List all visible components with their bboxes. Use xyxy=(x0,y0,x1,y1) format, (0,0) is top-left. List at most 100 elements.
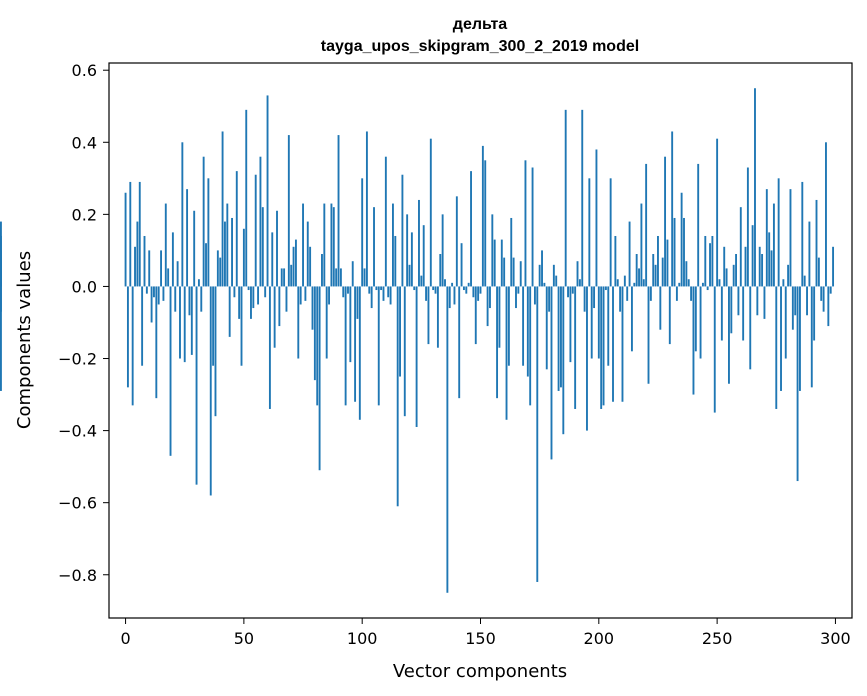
bar xyxy=(590,286,593,359)
bar xyxy=(664,156,667,287)
bar xyxy=(451,282,454,287)
y-tick-label: −0.6 xyxy=(58,494,97,513)
bar xyxy=(678,282,681,287)
bar xyxy=(813,286,816,341)
y-tick-label: 0.4 xyxy=(72,133,97,152)
bar xyxy=(453,286,456,305)
bar xyxy=(174,286,177,312)
bar xyxy=(768,232,771,287)
bar xyxy=(292,246,295,287)
bar xyxy=(294,239,297,287)
bar xyxy=(271,232,274,287)
bar xyxy=(290,264,293,287)
bar xyxy=(252,286,255,309)
y-tick-label: −0.8 xyxy=(58,566,97,585)
bar xyxy=(238,286,241,319)
bar xyxy=(0,235,2,287)
bar xyxy=(264,286,267,298)
bar xyxy=(335,268,338,287)
bar xyxy=(216,250,219,287)
bar xyxy=(692,286,695,395)
bar xyxy=(228,286,231,337)
bar xyxy=(782,279,785,287)
bar xyxy=(732,264,735,287)
bar xyxy=(129,181,132,287)
bar xyxy=(531,167,534,287)
bar xyxy=(157,286,160,305)
bar xyxy=(197,279,200,287)
bar xyxy=(373,207,375,287)
bar xyxy=(716,138,719,287)
bar xyxy=(744,246,747,287)
bar xyxy=(202,156,205,287)
bar xyxy=(458,286,461,399)
bar xyxy=(545,286,548,370)
bar xyxy=(507,286,510,366)
bar xyxy=(162,286,165,301)
bar xyxy=(150,286,153,323)
bar xyxy=(597,286,600,359)
bar xyxy=(652,254,655,287)
bar xyxy=(701,282,704,287)
bar xyxy=(375,286,378,291)
bar xyxy=(515,286,517,309)
bar xyxy=(311,286,314,330)
bar xyxy=(377,286,380,406)
chart-subtitle: tayga_upos_skipgram_300_2_2019 model xyxy=(321,38,639,55)
bar xyxy=(552,264,555,287)
bar xyxy=(486,286,489,327)
bar xyxy=(661,257,664,287)
bar xyxy=(356,286,359,319)
x-tick-label: 250 xyxy=(702,629,733,648)
x-tick-label: 0 xyxy=(120,629,130,648)
bar xyxy=(297,286,300,359)
bar xyxy=(498,286,501,348)
bar xyxy=(254,174,257,287)
bar xyxy=(595,149,598,287)
bar xyxy=(569,286,572,363)
bar xyxy=(751,225,754,287)
bar xyxy=(633,282,636,287)
y-axis: 0.6 0.4 0.2 0.0 −0.2 −0.4 −0.6 −0.8 xyxy=(58,61,109,585)
bar xyxy=(825,142,827,287)
bar xyxy=(649,286,652,301)
bar xyxy=(434,286,437,294)
bar xyxy=(555,275,558,287)
bar xyxy=(728,286,730,384)
bar xyxy=(134,246,136,287)
bar xyxy=(746,167,749,287)
bar xyxy=(742,286,745,341)
bar xyxy=(758,246,761,287)
bar xyxy=(259,156,262,287)
bar xyxy=(709,243,711,287)
bar xyxy=(441,214,444,287)
bar xyxy=(763,286,766,319)
bar xyxy=(384,156,387,287)
bar xyxy=(304,286,307,301)
bar xyxy=(354,286,357,402)
bar xyxy=(413,286,416,291)
bar xyxy=(465,286,468,294)
bar xyxy=(765,189,768,287)
bar xyxy=(183,286,186,363)
x-axis-label: Vector components xyxy=(393,661,567,682)
bar xyxy=(425,286,428,301)
bar xyxy=(578,279,581,287)
y-axis-label: Components values xyxy=(14,251,35,429)
bar xyxy=(711,235,714,287)
bar xyxy=(148,250,151,287)
bar xyxy=(654,264,657,287)
bar xyxy=(439,254,442,287)
bar xyxy=(718,279,721,287)
bar xyxy=(214,286,217,417)
bar xyxy=(720,286,723,341)
bar xyxy=(706,286,709,291)
bar xyxy=(325,286,328,359)
bar xyxy=(770,250,773,287)
bar xyxy=(704,235,707,287)
bar xyxy=(446,286,449,593)
bar xyxy=(600,286,603,409)
bar xyxy=(725,268,728,287)
bar xyxy=(306,221,309,287)
